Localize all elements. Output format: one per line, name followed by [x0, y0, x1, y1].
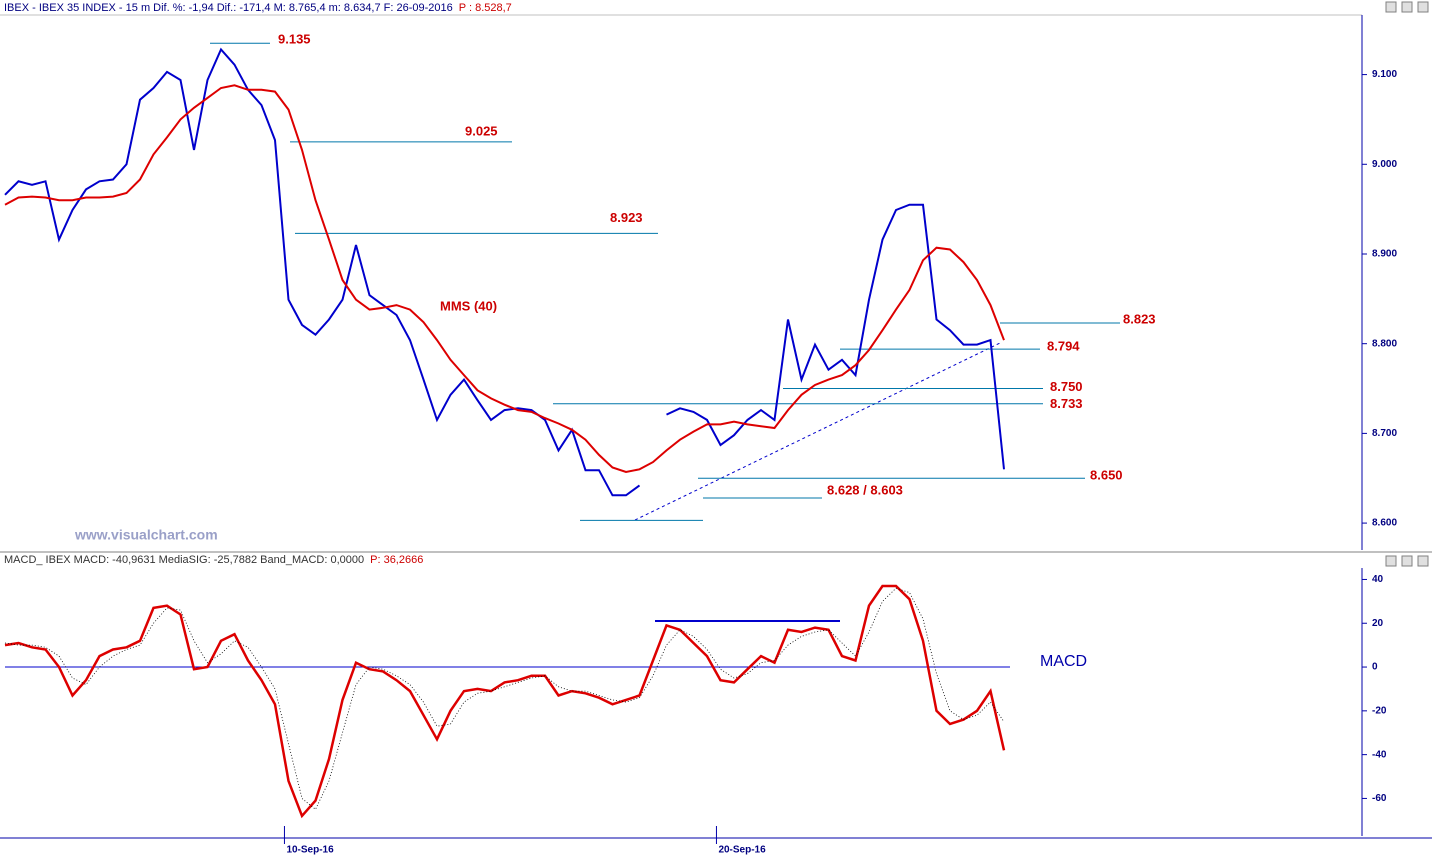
y-tick-label: 40: [1372, 574, 1384, 585]
maximize-button[interactable]: [1401, 555, 1413, 567]
close-button[interactable]: [1417, 555, 1429, 567]
x-tick-label: 20-Sep-16: [718, 845, 766, 856]
y-tick-label: 8.900: [1372, 249, 1397, 260]
y-tick-label: 9.000: [1372, 159, 1397, 170]
y-tick-label: -40: [1372, 749, 1387, 760]
macd-label: MACD: [1040, 653, 1087, 670]
macd-header: MACD_ IBEX MACD: -40,9631 MediaSIG: -25,…: [4, 554, 423, 566]
x-tick-label: 10-Sep-16: [286, 845, 334, 856]
close-button[interactable]: [1417, 1, 1429, 13]
level-label: 8.823: [1123, 311, 1156, 326]
level-label: 9.025: [465, 123, 498, 138]
minimize-button[interactable]: [1385, 1, 1397, 13]
y-tick-label: 8.600: [1372, 518, 1397, 529]
mms-line: [4, 84, 1005, 474]
y-tick-label: 20: [1372, 618, 1384, 629]
last-price: P : 8.528,7: [459, 2, 512, 14]
price-line: [4, 47, 1005, 497]
price-header: IBEX - IBEX 35 INDEX - 15 m Dif. %: -1,9…: [4, 2, 512, 14]
y-tick-label: 8.700: [1372, 428, 1397, 439]
level-label: 8.794: [1047, 339, 1080, 354]
level-label: 9.135: [278, 32, 311, 47]
price-header-text: IBEX - IBEX 35 INDEX - 15 m Dif. %: -1,9…: [4, 2, 453, 14]
macd-header-text: MACD_ IBEX MACD: -40,9631 MediaSIG: -25,…: [4, 554, 364, 566]
level-label: 8.750: [1050, 379, 1083, 394]
level-label: 8.650: [1090, 468, 1123, 483]
level-label: 8.628 / 8.603: [827, 482, 903, 497]
mms-label: MMS (40): [440, 298, 497, 313]
y-tick-label: -60: [1372, 793, 1387, 804]
signal-line: [4, 587, 1005, 811]
macd-line: [4, 584, 1006, 819]
macd-last-value: P: 36,2666: [370, 554, 423, 566]
maximize-button[interactable]: [1401, 1, 1413, 13]
window-buttons[interactable]: [1385, 1, 1429, 567]
level-label: 8.923: [610, 210, 643, 225]
level-label: 8.733: [1050, 396, 1083, 411]
trend-line: [634, 342, 1001, 521]
watermark: www.visualchart.com: [74, 527, 218, 543]
y-tick-label: 9.100: [1372, 69, 1397, 80]
y-tick-label: 0: [1372, 662, 1378, 673]
y-tick-label: 8.800: [1372, 338, 1397, 349]
minimize-button[interactable]: [1385, 555, 1397, 567]
y-tick-label: -20: [1372, 705, 1387, 716]
